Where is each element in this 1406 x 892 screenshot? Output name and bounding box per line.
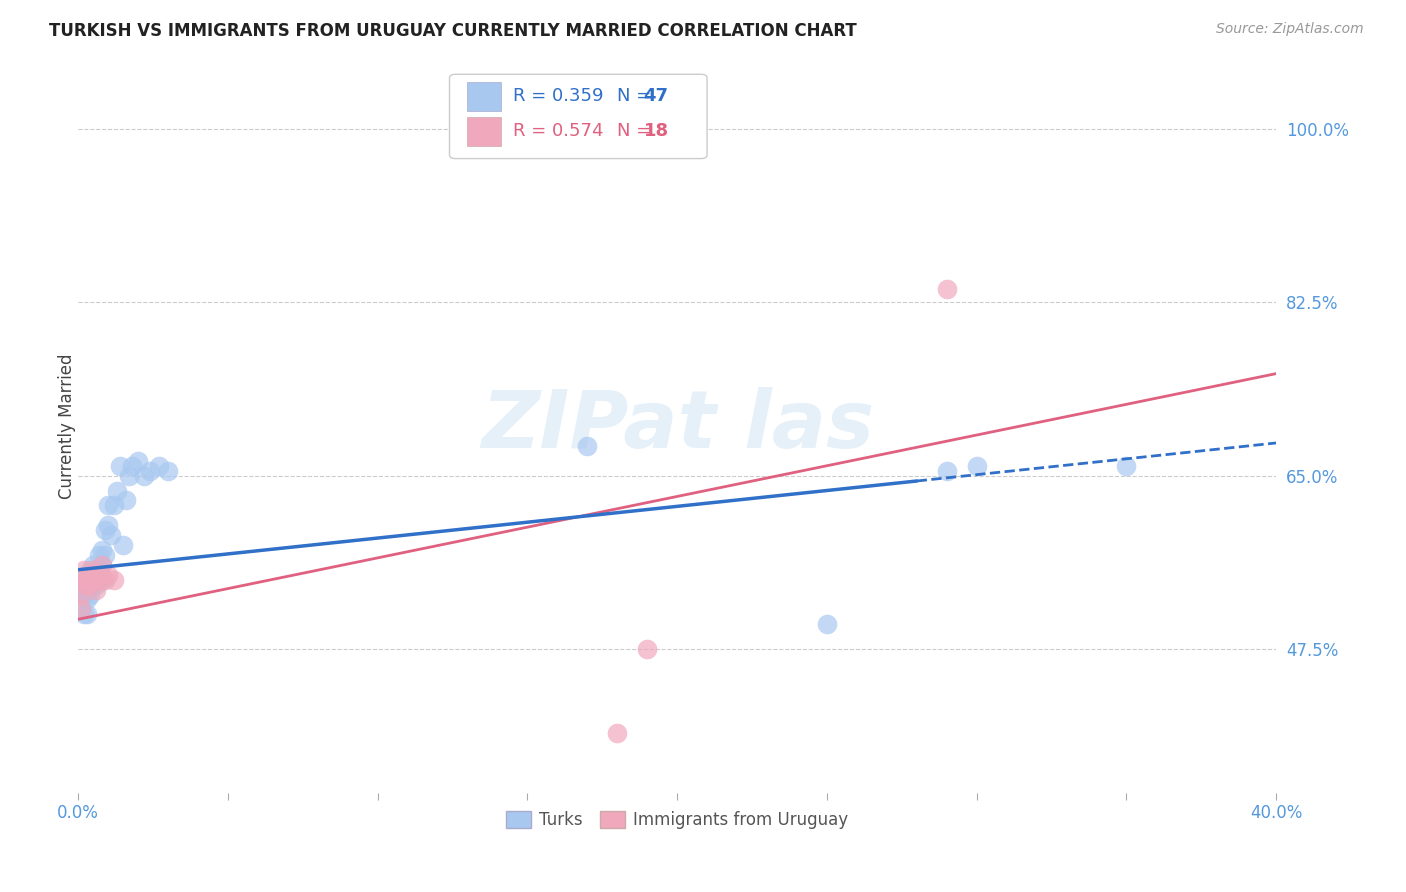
Point bbox=[82, 567, 104, 582]
Point bbox=[115, 493, 138, 508]
Point bbox=[87, 567, 110, 582]
Point bbox=[87, 563, 110, 577]
Point bbox=[636, 642, 658, 657]
Point bbox=[103, 573, 125, 587]
Point bbox=[97, 567, 120, 582]
Point bbox=[76, 607, 98, 622]
Point bbox=[576, 439, 599, 453]
Point bbox=[84, 573, 107, 587]
Point bbox=[84, 577, 107, 591]
Point bbox=[79, 563, 101, 577]
FancyBboxPatch shape bbox=[467, 117, 501, 146]
Point bbox=[815, 617, 838, 632]
Point bbox=[94, 548, 117, 562]
Point bbox=[91, 558, 114, 572]
Point bbox=[1115, 458, 1137, 473]
Point bbox=[935, 282, 957, 296]
Point bbox=[94, 573, 117, 587]
Point bbox=[76, 582, 98, 597]
Point bbox=[82, 573, 104, 587]
Point bbox=[82, 577, 104, 591]
Point bbox=[70, 577, 93, 591]
Point bbox=[70, 573, 93, 587]
Point bbox=[127, 454, 149, 468]
Text: 18: 18 bbox=[644, 122, 669, 140]
Point bbox=[73, 588, 96, 602]
Point bbox=[79, 577, 101, 591]
Point bbox=[70, 592, 93, 607]
Point bbox=[76, 592, 98, 607]
Point bbox=[148, 458, 170, 473]
Point bbox=[103, 499, 125, 513]
Point bbox=[73, 577, 96, 591]
Point bbox=[70, 588, 93, 602]
Point bbox=[100, 528, 122, 542]
Text: TURKISH VS IMMIGRANTS FROM URUGUAY CURRENTLY MARRIED CORRELATION CHART: TURKISH VS IMMIGRANTS FROM URUGUAY CURRE… bbox=[49, 22, 858, 40]
Point bbox=[73, 607, 96, 622]
Text: ZIPat las: ZIPat las bbox=[481, 387, 873, 465]
Text: Source: ZipAtlas.com: Source: ZipAtlas.com bbox=[1216, 22, 1364, 37]
Point bbox=[76, 573, 98, 587]
Text: R = 0.359: R = 0.359 bbox=[513, 87, 603, 105]
Point bbox=[87, 573, 110, 587]
Point bbox=[97, 499, 120, 513]
Text: N =: N = bbox=[617, 122, 657, 140]
Point bbox=[91, 543, 114, 558]
Point bbox=[91, 558, 114, 572]
Point bbox=[76, 577, 98, 591]
Text: N =: N = bbox=[617, 87, 657, 105]
Point bbox=[132, 468, 155, 483]
Point bbox=[79, 588, 101, 602]
Point bbox=[118, 468, 141, 483]
Y-axis label: Currently Married: Currently Married bbox=[58, 353, 76, 499]
Point bbox=[606, 726, 628, 740]
Point bbox=[70, 602, 93, 616]
Point bbox=[112, 538, 135, 552]
Point bbox=[82, 573, 104, 587]
Legend: Turks, Immigrants from Uruguay: Turks, Immigrants from Uruguay bbox=[499, 804, 855, 836]
Point bbox=[97, 518, 120, 533]
Point bbox=[94, 523, 117, 537]
Point bbox=[87, 548, 110, 562]
Point bbox=[76, 573, 98, 587]
Point bbox=[82, 558, 104, 572]
Point bbox=[82, 563, 104, 577]
Point bbox=[84, 582, 107, 597]
Point bbox=[91, 573, 114, 587]
Point bbox=[73, 573, 96, 587]
Point bbox=[935, 464, 957, 478]
Point bbox=[84, 563, 107, 577]
Point bbox=[139, 464, 162, 478]
FancyBboxPatch shape bbox=[450, 74, 707, 159]
Point bbox=[73, 563, 96, 577]
Point bbox=[121, 458, 143, 473]
Point bbox=[108, 458, 131, 473]
Point bbox=[79, 573, 101, 587]
FancyBboxPatch shape bbox=[467, 81, 501, 111]
Point bbox=[105, 483, 128, 498]
Point bbox=[966, 458, 988, 473]
Point bbox=[79, 567, 101, 582]
Text: 47: 47 bbox=[644, 87, 669, 105]
Point bbox=[156, 464, 179, 478]
Text: R = 0.574: R = 0.574 bbox=[513, 122, 603, 140]
